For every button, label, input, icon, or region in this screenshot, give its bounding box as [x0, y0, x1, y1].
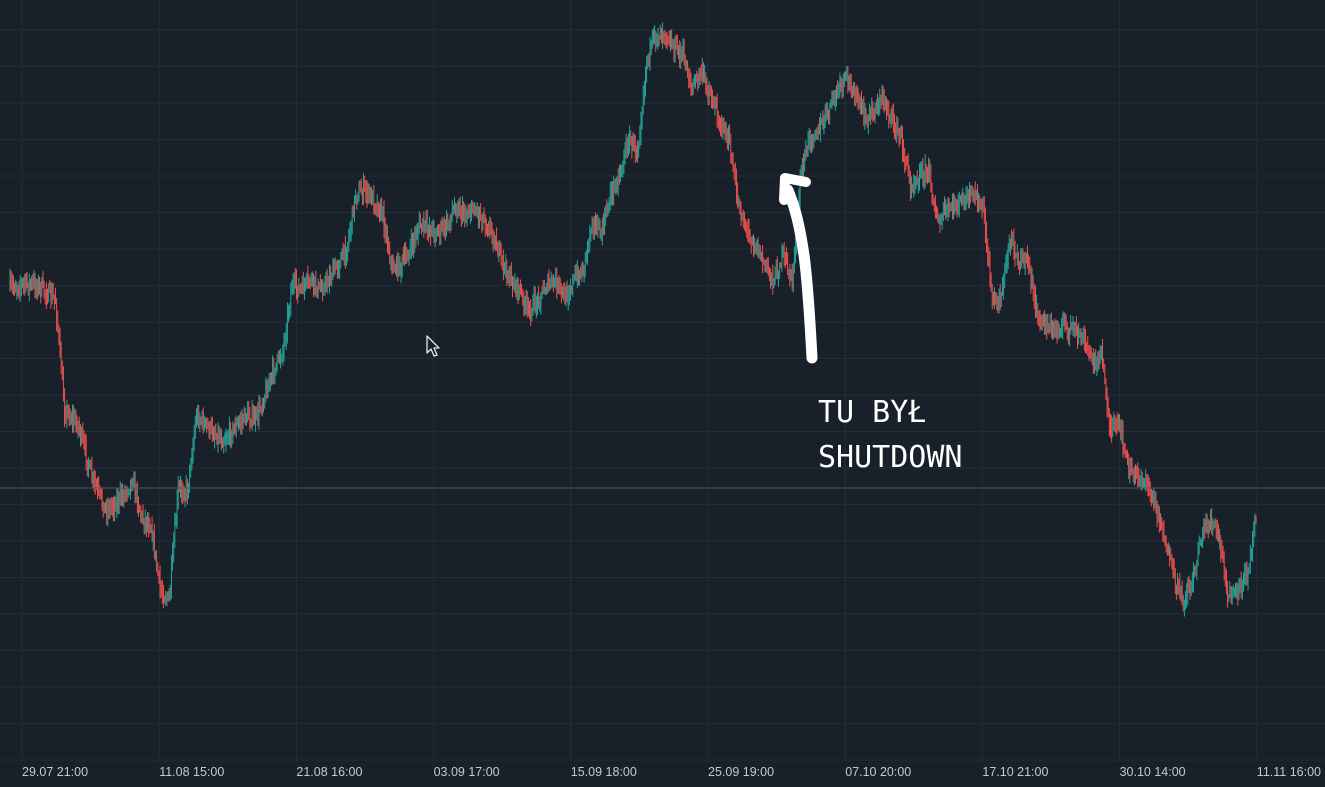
- x-axis-tick-labels: 29.07 21:00 11.08 15:00 21.08 16:00 03.09 1…: [22, 765, 1321, 779]
- x-tick-label: 11.11 16:00: [1257, 765, 1321, 779]
- x-tick-label: 15.09 18:00: [571, 765, 637, 779]
- mouse-cursor-icon: [426, 335, 440, 357]
- annotation: TU BYŁ SHUTDOWN: [779, 173, 963, 475]
- annotation-text-line-2: SHUTDOWN: [818, 440, 963, 475]
- annotation-arrow-head: [779, 173, 811, 205]
- x-tick-label: 29.07 21:00: [22, 765, 88, 779]
- x-tick-label: 03.09 17:00: [434, 765, 500, 779]
- annotation-text-line-1: TU BYŁ: [818, 395, 926, 430]
- candles: [9, 22, 1257, 617]
- x-tick-label: 21.08 16:00: [296, 765, 362, 779]
- x-tick-label: 11.08 15:00: [159, 765, 224, 779]
- x-tick-label: 07.10 20:00: [845, 765, 911, 779]
- grid: [0, 0, 1325, 762]
- x-tick-label: 17.10 21:00: [982, 765, 1048, 779]
- x-tick-label: 25.09 19:00: [708, 765, 774, 779]
- annotation-arrow-shaft: [782, 184, 818, 364]
- x-tick-label: 30.10 14:00: [1120, 765, 1186, 779]
